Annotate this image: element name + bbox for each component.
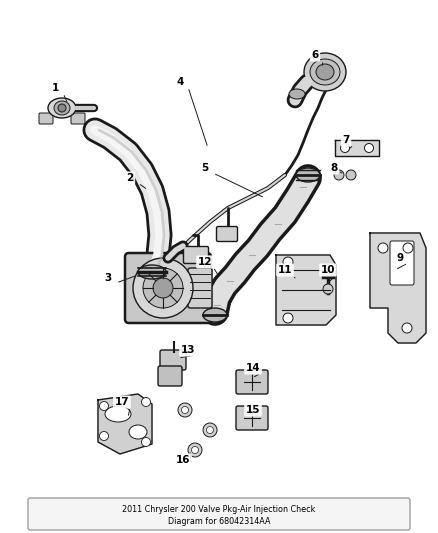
Ellipse shape <box>105 406 131 422</box>
FancyBboxPatch shape <box>125 253 211 323</box>
Circle shape <box>334 170 344 180</box>
Ellipse shape <box>54 101 70 115</box>
Text: 2: 2 <box>127 173 134 183</box>
Circle shape <box>133 258 193 318</box>
Text: 14: 14 <box>246 363 260 373</box>
Text: 17: 17 <box>115 397 129 407</box>
FancyBboxPatch shape <box>71 113 85 124</box>
Ellipse shape <box>304 53 346 91</box>
Text: 15: 15 <box>246 405 260 415</box>
Circle shape <box>283 313 293 323</box>
Circle shape <box>141 438 151 447</box>
Circle shape <box>323 284 333 294</box>
Polygon shape <box>335 140 379 156</box>
Ellipse shape <box>296 168 320 182</box>
Circle shape <box>340 143 350 152</box>
Circle shape <box>206 426 213 433</box>
Circle shape <box>141 398 151 407</box>
Ellipse shape <box>316 64 334 80</box>
Text: 5: 5 <box>201 163 208 173</box>
Circle shape <box>191 447 198 454</box>
Text: 8: 8 <box>330 163 338 173</box>
Circle shape <box>346 170 356 180</box>
FancyBboxPatch shape <box>28 498 410 530</box>
Text: 12: 12 <box>198 257 212 267</box>
Circle shape <box>99 432 109 440</box>
Ellipse shape <box>310 59 340 85</box>
Circle shape <box>283 257 293 267</box>
Circle shape <box>188 443 202 457</box>
Circle shape <box>153 278 173 298</box>
Text: Diagram for 68042314AA: Diagram for 68042314AA <box>168 518 270 527</box>
Polygon shape <box>98 394 152 454</box>
Ellipse shape <box>203 308 227 322</box>
FancyBboxPatch shape <box>390 241 414 285</box>
Circle shape <box>203 423 217 437</box>
Text: 16: 16 <box>176 455 190 465</box>
Polygon shape <box>276 255 336 325</box>
Text: 13: 13 <box>181 345 195 355</box>
FancyBboxPatch shape <box>160 350 186 370</box>
Circle shape <box>181 407 188 414</box>
Text: 11: 11 <box>278 265 292 275</box>
Text: 7: 7 <box>343 135 350 145</box>
Text: 2011 Chrysler 200 Valve Pkg-Air Injection Check: 2011 Chrysler 200 Valve Pkg-Air Injectio… <box>122 505 316 514</box>
Circle shape <box>378 243 388 253</box>
Ellipse shape <box>138 265 166 279</box>
Ellipse shape <box>58 104 66 112</box>
FancyBboxPatch shape <box>184 246 208 263</box>
Text: 4: 4 <box>177 77 184 87</box>
FancyBboxPatch shape <box>39 113 53 124</box>
Circle shape <box>402 323 412 333</box>
Circle shape <box>178 403 192 417</box>
Text: 9: 9 <box>396 253 403 263</box>
Text: 6: 6 <box>311 50 318 60</box>
Circle shape <box>403 243 413 253</box>
Circle shape <box>143 268 183 308</box>
Text: 3: 3 <box>104 273 112 283</box>
Polygon shape <box>370 233 426 343</box>
FancyBboxPatch shape <box>158 366 182 386</box>
Ellipse shape <box>48 98 76 118</box>
Circle shape <box>99 401 109 410</box>
Text: 10: 10 <box>321 265 335 275</box>
FancyBboxPatch shape <box>236 370 268 394</box>
FancyBboxPatch shape <box>216 227 237 241</box>
Text: 1: 1 <box>51 83 59 93</box>
Ellipse shape <box>129 425 147 439</box>
Ellipse shape <box>289 89 305 99</box>
Circle shape <box>364 143 374 152</box>
FancyBboxPatch shape <box>188 268 212 308</box>
FancyBboxPatch shape <box>236 406 268 430</box>
